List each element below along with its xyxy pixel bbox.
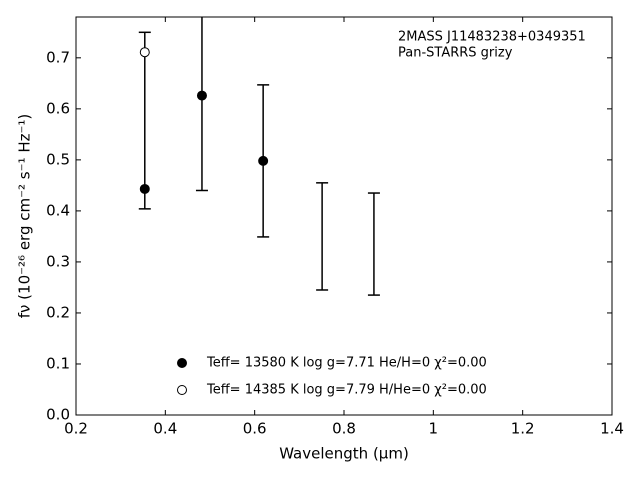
annotation: 2MASS J11483238+0349351 — [398, 30, 586, 45]
x-axis-label: Wavelength (μm) — [279, 445, 409, 463]
legend-marker — [177, 358, 187, 368]
y-tick-label: 0.3 — [46, 252, 70, 270]
x-tick-label: 1.2 — [511, 420, 535, 438]
legend-marker — [177, 385, 187, 395]
x-tick-label: 0.6 — [243, 420, 267, 438]
data-point — [139, 47, 150, 58]
y-tick-label: 0.1 — [46, 354, 70, 372]
y-tick-label: 0.6 — [46, 99, 70, 117]
y-tick-label: 0.4 — [46, 201, 70, 219]
y-tick-label: 0.0 — [46, 406, 70, 424]
data-point — [258, 155, 269, 166]
annotation: Pan-STARRS grizy — [398, 46, 513, 61]
x-tick-label: 1.4 — [600, 420, 624, 438]
x-tick-label: 0.4 — [153, 420, 177, 438]
plot-area — [138, 17, 380, 296]
x-tick-label: 0.8 — [332, 420, 356, 438]
y-tick-label: 0.5 — [46, 150, 70, 168]
y-axis-label: fν (10⁻²⁶ erg cm⁻² s⁻¹ Hz⁻¹) — [16, 114, 34, 319]
y-tick-label: 0.7 — [46, 48, 70, 66]
data-point — [139, 183, 150, 194]
x-tick-label: 1 — [429, 420, 439, 438]
data-point — [196, 90, 207, 101]
y-tick-label: 0.2 — [46, 303, 70, 321]
legend-label: Teff= 13580 K log g=7.71 He/H=0 χ²=0.00 — [206, 356, 487, 371]
x-tick-label: 0.2 — [64, 420, 88, 438]
legend-label: Teff= 14385 K log g=7.79 H/He=0 χ²=0.00 — [206, 383, 487, 398]
